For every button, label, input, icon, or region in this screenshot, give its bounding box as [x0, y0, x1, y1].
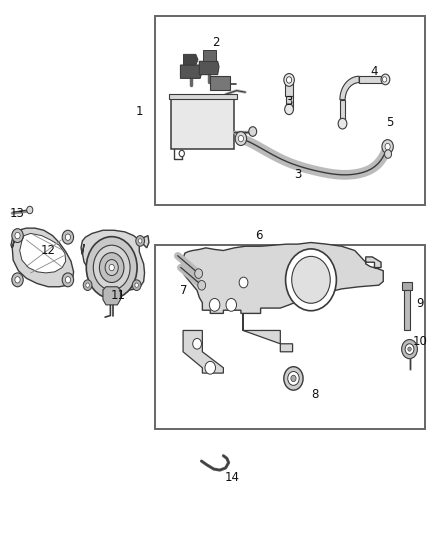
Circle shape [15, 232, 20, 239]
Circle shape [385, 143, 390, 150]
Circle shape [405, 344, 414, 354]
Circle shape [238, 135, 244, 142]
Circle shape [86, 283, 89, 287]
Polygon shape [171, 99, 234, 149]
Text: 5: 5 [386, 116, 393, 129]
Text: 7: 7 [180, 284, 188, 297]
Polygon shape [340, 76, 359, 100]
Circle shape [249, 127, 257, 136]
Circle shape [284, 74, 294, 86]
Circle shape [99, 253, 124, 282]
Circle shape [138, 239, 142, 243]
Text: 2: 2 [212, 36, 219, 49]
Polygon shape [184, 54, 198, 65]
Circle shape [93, 245, 130, 290]
Text: 4: 4 [371, 66, 378, 78]
Text: 11: 11 [111, 289, 126, 302]
Circle shape [286, 249, 336, 311]
Circle shape [209, 298, 220, 311]
Circle shape [12, 273, 23, 287]
Circle shape [195, 269, 203, 278]
Circle shape [83, 280, 92, 290]
Circle shape [136, 236, 145, 246]
Circle shape [286, 77, 292, 83]
Circle shape [193, 338, 201, 349]
Text: 8: 8 [312, 388, 319, 401]
Polygon shape [81, 230, 149, 290]
Polygon shape [285, 80, 293, 96]
Text: 3: 3 [294, 168, 301, 181]
Text: 14: 14 [225, 471, 240, 483]
Circle shape [226, 298, 237, 311]
Polygon shape [183, 330, 223, 373]
Circle shape [205, 361, 215, 374]
Circle shape [402, 340, 417, 359]
Circle shape [292, 256, 330, 303]
Text: 9: 9 [417, 297, 424, 310]
Polygon shape [103, 287, 120, 305]
Circle shape [109, 264, 114, 271]
Bar [155, 245, 425, 429]
Circle shape [338, 118, 347, 129]
Text: 13: 13 [10, 207, 25, 220]
Circle shape [86, 237, 137, 298]
Polygon shape [340, 100, 345, 124]
Circle shape [179, 150, 184, 157]
Circle shape [62, 230, 74, 244]
Circle shape [12, 229, 23, 243]
Polygon shape [210, 76, 230, 90]
Text: 3: 3 [286, 95, 293, 108]
Polygon shape [286, 96, 293, 109]
Polygon shape [180, 65, 202, 78]
Circle shape [198, 280, 206, 290]
Polygon shape [402, 282, 412, 290]
Circle shape [27, 206, 33, 214]
Circle shape [408, 347, 411, 351]
Circle shape [291, 375, 296, 382]
Polygon shape [199, 61, 219, 75]
Polygon shape [169, 94, 237, 99]
Circle shape [239, 277, 248, 288]
Circle shape [288, 372, 299, 385]
Polygon shape [203, 50, 216, 61]
Circle shape [65, 234, 71, 240]
Polygon shape [182, 243, 383, 313]
Circle shape [62, 273, 74, 287]
Circle shape [105, 260, 118, 276]
Polygon shape [11, 228, 74, 287]
Circle shape [381, 74, 390, 85]
Circle shape [65, 277, 71, 283]
Circle shape [382, 77, 387, 82]
Circle shape [235, 132, 247, 146]
Text: 1: 1 [135, 106, 143, 118]
Circle shape [284, 367, 303, 390]
Polygon shape [359, 76, 385, 83]
Text: 12: 12 [41, 244, 56, 257]
Text: 6: 6 [254, 229, 262, 242]
Circle shape [135, 283, 138, 287]
Polygon shape [20, 233, 66, 273]
Circle shape [385, 150, 392, 158]
Bar [155, 16, 425, 205]
Text: 10: 10 [413, 335, 428, 348]
Circle shape [15, 277, 20, 283]
Circle shape [132, 280, 141, 290]
Circle shape [285, 104, 293, 115]
Circle shape [382, 140, 393, 154]
Polygon shape [243, 313, 293, 352]
Polygon shape [404, 290, 410, 330]
